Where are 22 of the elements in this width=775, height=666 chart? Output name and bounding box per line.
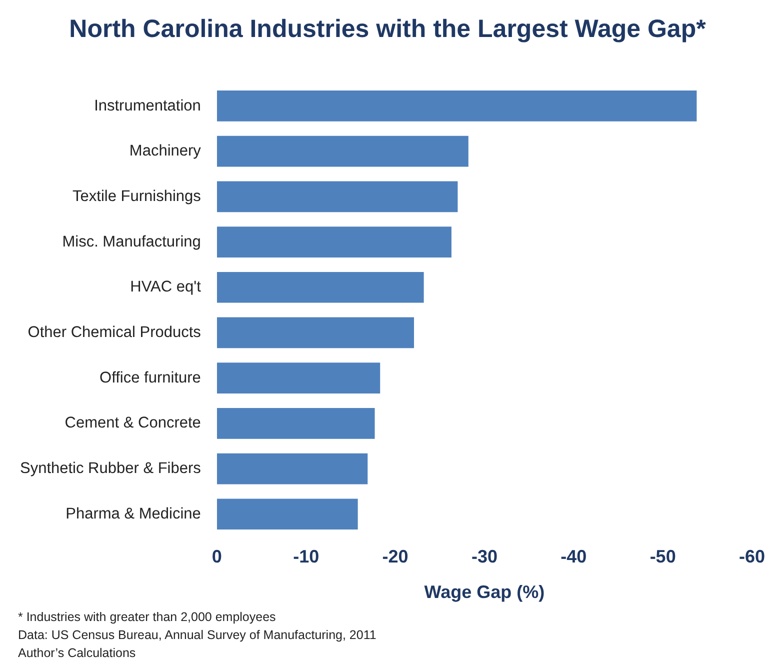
y-tick-label: Cement & Concrete [64, 414, 201, 432]
x-tick-label: -50 [650, 546, 676, 567]
y-tick-label: Office furniture [100, 369, 201, 386]
y-tick-label: HVAC eq't [130, 278, 202, 296]
x-tick-label: 0 [212, 546, 222, 567]
y-tick-label: Synthetic Rubber & Fibers [20, 460, 202, 478]
text: Data: US Census Bureau, Annual Survey of Manufacturing, 2011 [18, 627, 376, 644]
chart-title: North Carolina Industries with the Largest Wage Gap* [68, 14, 707, 45]
y-tick-label: Machinery [129, 142, 202, 160]
x-tick-label: -60 [738, 546, 765, 567]
x-tick-label: -20 [382, 546, 408, 567]
y-tick-label: Pharma & Medicine [66, 505, 201, 522]
y-tick-label: Textile Furnishings [72, 188, 202, 205]
x-tick-label: -30 [471, 546, 498, 567]
text: Author’s Calculations [18, 645, 137, 662]
y-tick-label: Instrumentation [94, 97, 201, 114]
x-tick-label: -10 [293, 546, 320, 567]
x-axis-title: Wage Gap (%) [424, 582, 545, 602]
y-tick-label: Other Chemical Products [28, 324, 202, 342]
y-tick-label: Misc. Manufacturing [62, 233, 201, 250]
x-tick-label: -40 [560, 546, 587, 567]
text: * Industries with greater than 2,000 employees [18, 609, 277, 626]
